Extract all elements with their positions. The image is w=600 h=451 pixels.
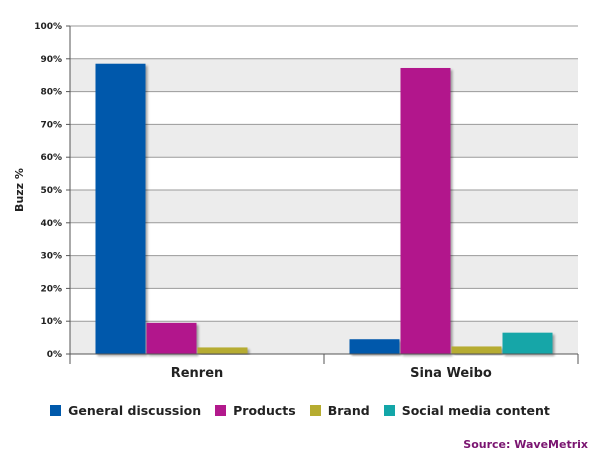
legend-label: Brand bbox=[327, 402, 370, 418]
bar-products bbox=[146, 322, 197, 354]
legend-item: General discussion bbox=[50, 403, 201, 418]
y-tick-label: 70% bbox=[40, 120, 62, 130]
y-tick-label: 90% bbox=[40, 55, 62, 65]
y-tick-labels: 0% 10% 20% 30% 40% 50% 60% 70% 80% 90% 100% bbox=[34, 22, 62, 360]
legend-swatch bbox=[50, 404, 62, 416]
y-tick-label: 50% bbox=[40, 186, 62, 196]
y-tick-label: 30% bbox=[40, 252, 62, 262]
legend-item: Products bbox=[215, 403, 296, 418]
legend: General discussion Products Brand Social me… bbox=[0, 401, 600, 419]
y-tick-label: 60% bbox=[40, 153, 62, 163]
grid-bands bbox=[70, 26, 578, 354]
axes bbox=[69, 26, 579, 364]
legend-item: Social media content bbox=[383, 402, 550, 418]
grid-band bbox=[70, 58, 578, 92]
bars bbox=[95, 63, 553, 354]
grid-band bbox=[70, 255, 578, 289]
grid-band bbox=[70, 288, 578, 322]
source-note: Source: WaveMetrix bbox=[463, 438, 588, 451]
x-tick-labels: Renren Sina Weibo bbox=[171, 366, 492, 381]
grid-band bbox=[70, 190, 578, 223]
legend-label: Products bbox=[233, 402, 296, 418]
y-tick-label: 80% bbox=[40, 88, 62, 98]
bar-brand bbox=[197, 347, 248, 354]
y-tick-label: 20% bbox=[40, 284, 62, 294]
grid-band bbox=[70, 321, 578, 354]
y-axis-label: Buzz % bbox=[13, 168, 26, 212]
bar-products bbox=[400, 67, 451, 354]
y-tick-label: 0% bbox=[47, 350, 62, 360]
x-tick-label: Renren bbox=[171, 366, 224, 381]
y-tick-label: 100% bbox=[34, 22, 62, 32]
bar-chart: 0% 10% 20% 30% 40% 50% 60% 70% 80% 90% 100% Renren… bbox=[13, 22, 579, 381]
bar-general-discussion bbox=[95, 63, 146, 354]
legend-swatch bbox=[383, 404, 395, 416]
legend-label: Social media content bbox=[401, 402, 550, 418]
legend-label: General discussion bbox=[68, 402, 202, 418]
y-tick-label: 40% bbox=[40, 219, 62, 229]
y-tick-label: 10% bbox=[40, 317, 62, 327]
grid-band bbox=[70, 157, 578, 190]
legend-item: Brand bbox=[309, 402, 370, 418]
grid-band bbox=[70, 124, 578, 158]
x-tick-label: Sina Weibo bbox=[410, 366, 492, 381]
legend-swatch bbox=[309, 404, 321, 416]
grid-band bbox=[70, 26, 578, 59]
bar-social-media-content bbox=[502, 332, 553, 354]
bar-general-discussion bbox=[349, 339, 400, 354]
grid-band bbox=[70, 222, 578, 256]
grid-band bbox=[70, 91, 578, 125]
bar-brand bbox=[451, 346, 502, 354]
legend-swatch bbox=[215, 404, 227, 416]
